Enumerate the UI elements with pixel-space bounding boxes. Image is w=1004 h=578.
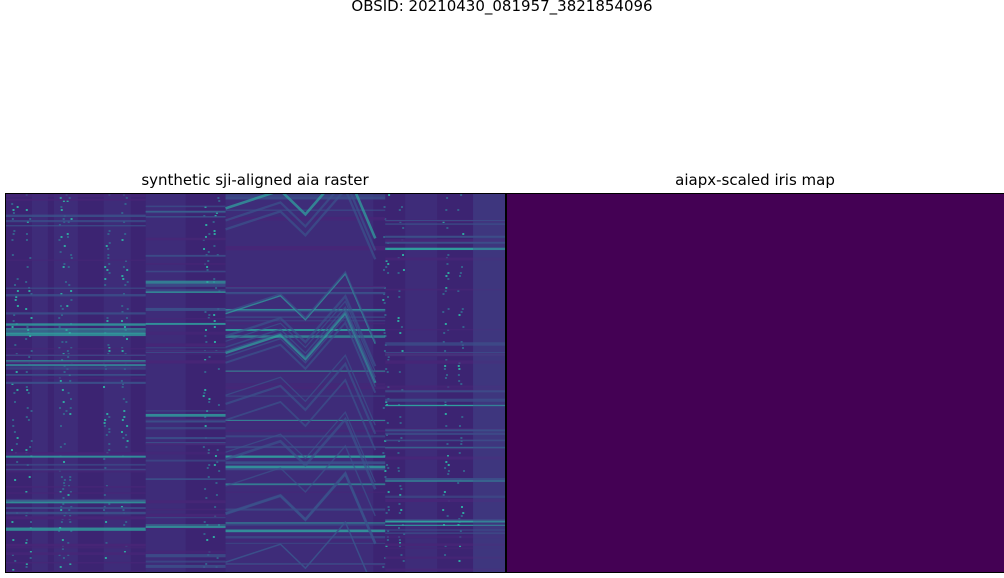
iris-map-image xyxy=(507,194,1004,572)
aia-raster-image xyxy=(6,194,505,572)
figure-suptitle: OBSID: 20210430_081957_3821854096 xyxy=(351,0,653,15)
left-panel-title: synthetic sji-aligned aia raster xyxy=(141,171,369,189)
iris-map-heatmap xyxy=(506,193,1004,573)
right-panel-title: aiapx-scaled iris map xyxy=(675,171,835,189)
aia-raster-heatmap xyxy=(5,193,506,573)
